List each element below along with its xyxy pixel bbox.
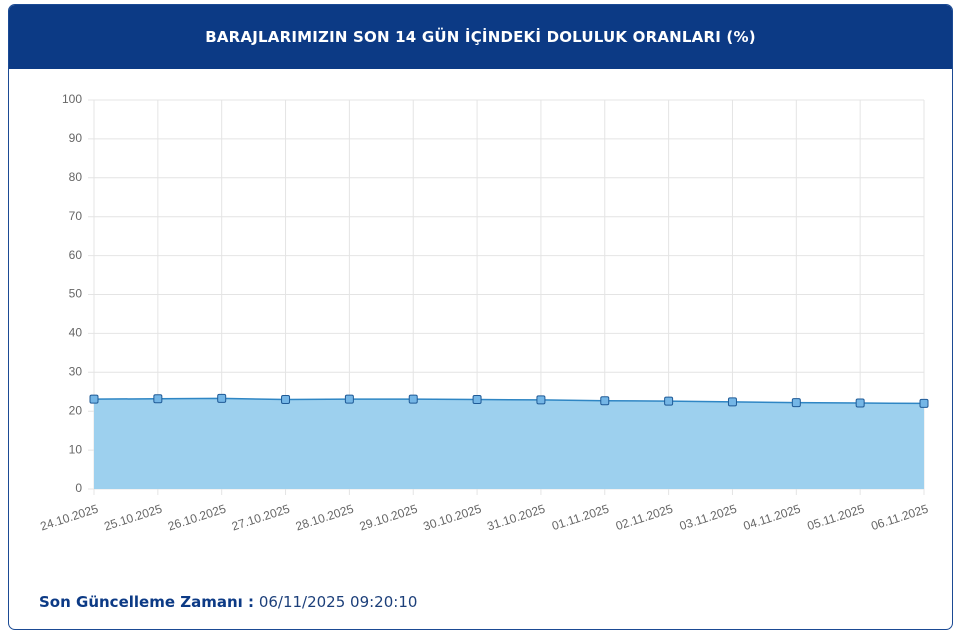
- y-tick-label: 40: [69, 326, 83, 340]
- x-tick-label: 26.10.2025: [166, 501, 228, 533]
- point: [536, 395, 546, 405]
- point: [89, 394, 99, 404]
- y-tick-label: 50: [69, 287, 83, 301]
- x-tick-label: 31.10.2025: [485, 501, 547, 533]
- chart-title: BARAJLARIMIZIN SON 14 GÜN İÇİNDEKİ DOLUL…: [9, 5, 952, 69]
- point: [855, 398, 865, 408]
- y-tick-label: 100: [62, 92, 82, 106]
- footer-value: 06/11/2025 09:20:10: [258, 593, 418, 611]
- x-tick-label: 29.10.2025: [358, 501, 420, 533]
- y-tick-label: 20: [69, 403, 83, 417]
- point: [664, 396, 674, 406]
- x-tick-label: 02.11.2025: [614, 501, 675, 533]
- footer: Son Güncelleme Zamanı : 06/11/2025 09:20…: [39, 593, 417, 611]
- y-tick-label: 80: [69, 170, 83, 184]
- point: [600, 396, 610, 406]
- card: BARAJLARIMIZIN SON 14 GÜN İÇİNDEKİ DOLUL…: [8, 4, 953, 630]
- line: [93, 397, 925, 405]
- x-tick-label: 28.10.2025: [294, 501, 356, 533]
- y-tick-label: 0: [75, 481, 82, 495]
- x-tick-label: 03.11.2025: [678, 501, 739, 533]
- x-tick-label: 27.10.2025: [230, 501, 292, 533]
- x-tick-label: 01.11.2025: [550, 501, 611, 533]
- x-tick-label: 30.10.2025: [422, 501, 484, 533]
- x-tick-label: 06.11.2025: [869, 501, 930, 533]
- point: [153, 394, 163, 404]
- point: [919, 398, 929, 408]
- x-tick-label: 04.11.2025: [742, 501, 803, 533]
- y-tick-label: 30: [69, 364, 83, 378]
- point: [727, 397, 737, 407]
- point: [472, 395, 482, 405]
- y-tick-label: 60: [69, 248, 83, 262]
- y-tick-label: 90: [69, 131, 83, 145]
- point: [791, 398, 801, 408]
- y-tick-label: 70: [69, 209, 83, 223]
- x-tick-label: 24.10.2025: [38, 501, 100, 533]
- area: [94, 398, 924, 489]
- point: [344, 394, 354, 404]
- point: [281, 395, 291, 405]
- y-tick-label: 10: [69, 442, 83, 456]
- point: [408, 394, 418, 404]
- point: [217, 393, 227, 403]
- footer-label: Son Güncelleme Zamanı :: [39, 593, 255, 611]
- x-tick-label: 05.11.2025: [805, 501, 866, 533]
- x-tick-label: 25.10.2025: [102, 501, 164, 533]
